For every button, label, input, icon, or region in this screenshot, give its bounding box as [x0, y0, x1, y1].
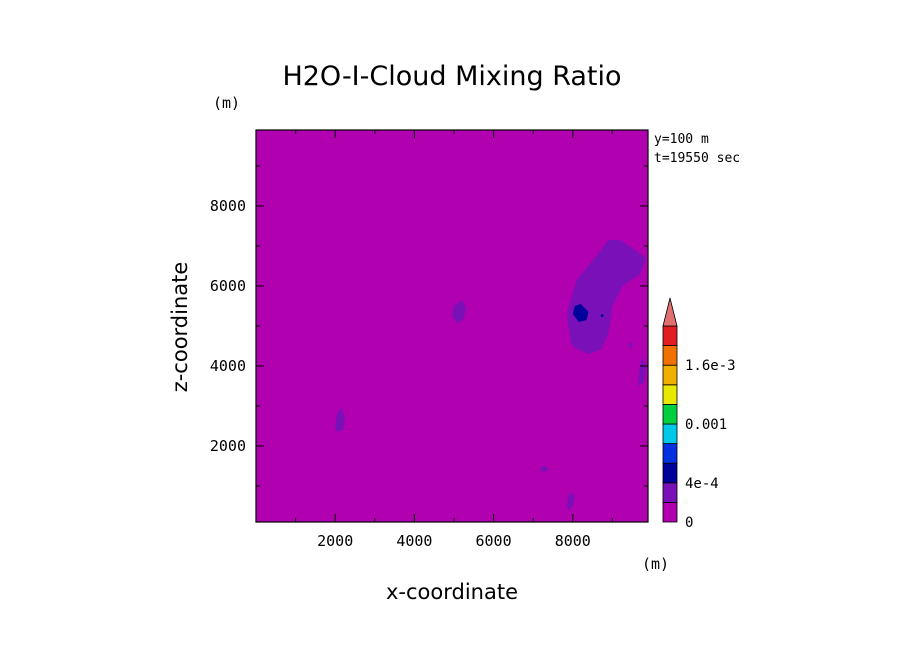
colorbar-tick-label: 4e-4 [685, 476, 719, 492]
colorbar-segment-10 [662, 325, 678, 347]
y-tick-label: 6000 [210, 277, 246, 295]
y-tick-label: 2000 [210, 437, 246, 455]
contour-region-3 [600, 314, 604, 318]
contour-region-1 [566, 240, 646, 354]
x-tick-label: 2000 [317, 532, 353, 550]
x-tick-label: 4000 [396, 532, 432, 550]
contour-region-7 [539, 466, 549, 472]
annotation-time: t=19550 sec [654, 151, 740, 166]
colorbar: 0 4e-4 0.001 1.6e-3 [662, 297, 736, 531]
colorbar-segment-2 [662, 482, 678, 503]
colorbar-segment-6 [662, 403, 678, 425]
colorbar-segment-4 [662, 443, 678, 464]
colorbar-segment-1 [662, 501, 678, 523]
y-axis-label: z-coordinate [168, 262, 192, 393]
y-tick-label: 8000 [210, 197, 246, 215]
plot-area [256, 130, 648, 522]
colorbar-tick-label: 1.6e-3 [685, 358, 736, 374]
contour-region-2 [572, 304, 589, 322]
colorbar-segment-7 [662, 384, 678, 405]
y-axis-unit: (m) [213, 94, 240, 112]
colorbar-tick-label: 0.001 [685, 417, 727, 433]
colorbar-tick-label: 0 [685, 515, 693, 531]
colorbar-segment-3 [662, 462, 678, 484]
contour-region-8 [638, 358, 646, 386]
contour-region-4 [452, 300, 466, 324]
x-tick-label: 6000 [476, 532, 512, 550]
chart-title: H2O-I-Cloud Mixing Ratio [282, 61, 621, 92]
x-axis-unit: (m) [642, 555, 669, 573]
contour-region-5 [335, 408, 346, 432]
x-tick-label: 8000 [555, 532, 591, 550]
annotation-y-location: y=100 m [654, 132, 709, 147]
y-tick-label: 4000 [210, 357, 246, 375]
x-axis-label: x-coordinate [386, 580, 518, 604]
contour-region-9 [628, 342, 633, 348]
colorbar-segment-9 [662, 345, 678, 366]
axes: 2000 4000 6000 8000 2000 4000 6000 8000 [210, 129, 649, 550]
colorbar-extend-arrow [662, 297, 678, 327]
colorbar-segment-8 [662, 364, 678, 386]
contour-region-6 [566, 492, 575, 510]
colorbar-segment-5 [662, 423, 678, 445]
